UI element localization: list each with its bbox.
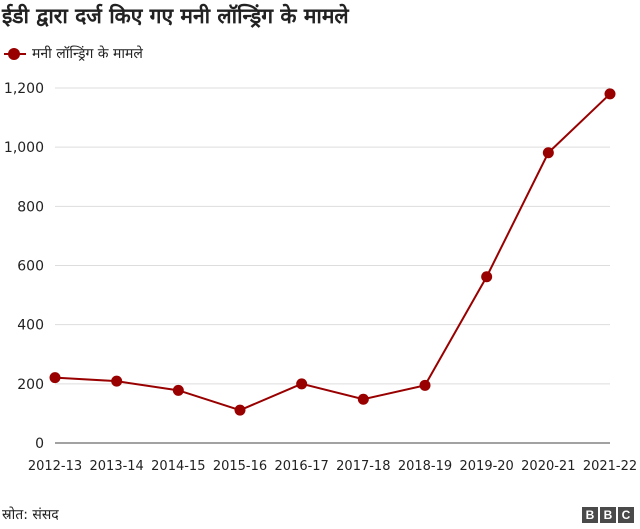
legend: मनी लॉन्ड्रिंग के मामले — [4, 44, 143, 63]
x-tick-label: 2014-15 — [151, 459, 205, 474]
x-tick-label: 2018-19 — [398, 459, 452, 474]
data-point — [604, 88, 616, 100]
x-tick-label: 2012-13 — [28, 459, 82, 474]
series-line — [54, 93, 611, 412]
x-tick-label: 2013-14 — [90, 459, 144, 474]
y-tick-label: 400 — [17, 318, 44, 334]
source-note: स्रोत: संसद — [2, 507, 59, 523]
bbc-logo: B B C — [582, 507, 634, 523]
data-point — [234, 404, 246, 416]
x-tick-label: 2021-22 — [583, 459, 637, 474]
y-tick-label: 1,200 — [4, 81, 44, 97]
data-point — [49, 372, 61, 384]
legend-label: मनी लॉन्ड्रिंग के मामले — [32, 46, 143, 62]
bbc-logo-letter: C — [618, 507, 634, 523]
data-point — [481, 271, 493, 283]
y-tick-label: 0 — [35, 436, 44, 452]
data-point — [542, 147, 554, 159]
data-point — [296, 378, 308, 390]
data-point — [419, 379, 431, 391]
data-point — [172, 384, 184, 396]
x-tick-label: 2015-16 — [213, 459, 267, 474]
data-point — [357, 393, 369, 405]
chart-title: ईडी द्वारा दर्ज किए गए मनी लॉन्ड्रिंग के… — [2, 4, 349, 28]
x-tick-label: 2019-20 — [460, 459, 514, 474]
legend-marker-icon — [4, 47, 26, 61]
x-tick-label: 2017-18 — [336, 459, 390, 474]
data-point — [111, 375, 123, 387]
x-tick-label: 2016-17 — [275, 459, 329, 474]
y-tick-label: 600 — [17, 259, 44, 275]
x-tick-label: 2020-21 — [521, 459, 575, 474]
bbc-logo-letter: B — [582, 507, 598, 523]
y-tick-label: 1,000 — [4, 140, 44, 156]
y-tick-label: 200 — [17, 377, 44, 393]
y-tick-label: 800 — [17, 199, 44, 215]
bbc-logo-letter: B — [600, 507, 616, 523]
